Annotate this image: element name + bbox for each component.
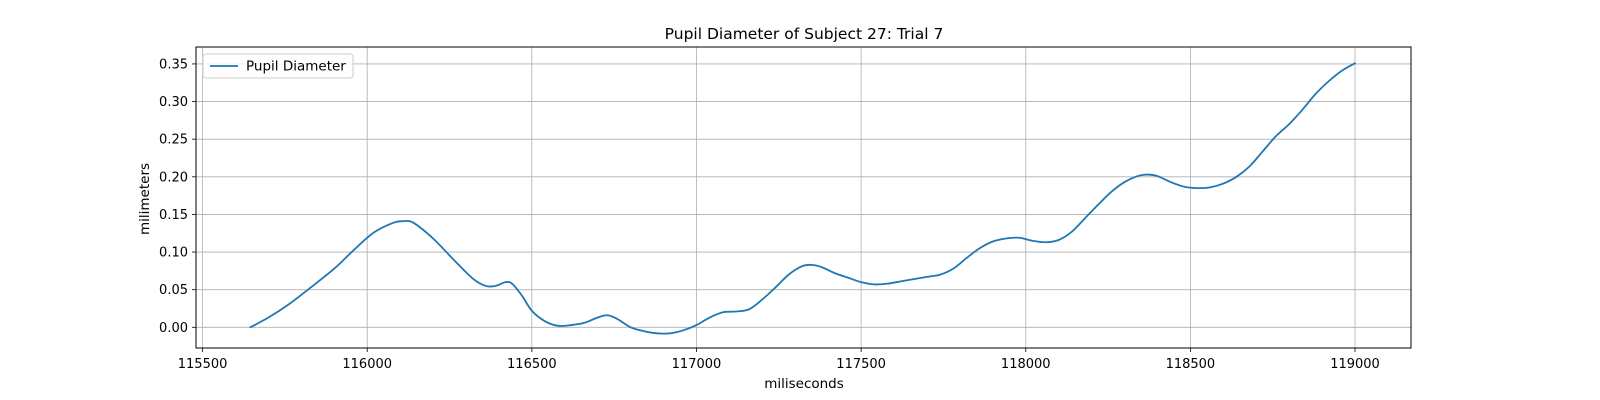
y-axis-label: milimeters [137,163,153,235]
y-tick-label: 0.15 [159,208,188,223]
x-tick-label: 117500 [836,357,886,372]
grid-layer [196,47,1411,348]
x-axis-label: miliseconds [764,376,844,392]
legend-label-pupil-diameter: Pupil Diameter [246,59,346,75]
y-tick-label: 0.05 [159,283,188,298]
y-tick-label: 0.25 [159,133,188,148]
y-tick-label: 0.35 [159,57,188,72]
y-tick-label: 0.20 [159,170,188,185]
y-tick-label: 0.10 [159,246,188,261]
x-tick-label: 118000 [1001,357,1051,372]
series-layer [249,62,1356,335]
series-line-pupil-diameter [249,62,1356,335]
tick-layer: 115500 116000 116500 117000 117500 118000 1185… [159,57,1380,372]
x-tick-label: 115500 [178,357,228,372]
y-tick-label: 0.30 [159,95,188,110]
x-tick-label: 118500 [1166,357,1216,372]
x-tick-label: 119000 [1330,357,1380,372]
plot-frame [195,46,1412,349]
legend-box [202,53,354,79]
x-tick-label: 116500 [507,357,557,372]
y-tick-label: 0.00 [159,321,188,336]
chart-title: Pupil Diameter of Subject 27: Trial 7 [665,25,944,43]
x-tick-label: 116000 [342,357,392,372]
x-tick-label: 117000 [672,357,722,372]
legend: Pupil Diameter [202,53,354,79]
